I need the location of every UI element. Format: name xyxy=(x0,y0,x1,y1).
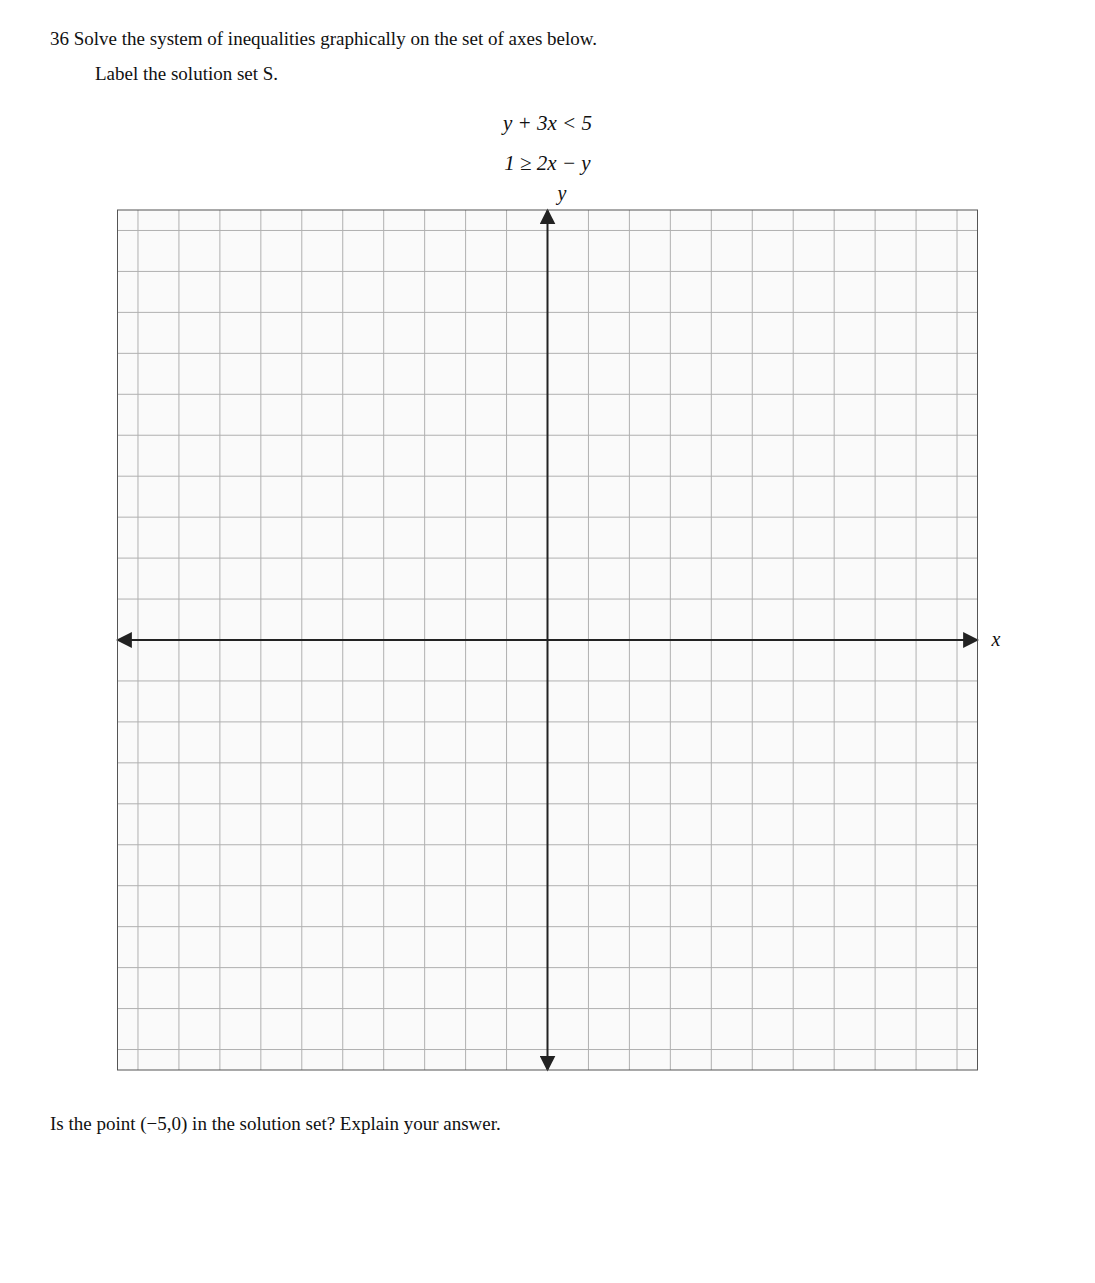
chart-container: 36 Solve the system of inequalities grap… xyxy=(0,0,1095,1283)
title: 36 Solve the system of inequalities grap… xyxy=(50,28,597,49)
grid-line-x xyxy=(547,210,548,1070)
question: Is the point (−5,0) in the solution set?… xyxy=(50,1113,501,1135)
inequality: 1 ≥ 2x − y xyxy=(504,151,591,175)
x-axis-label: x xyxy=(991,628,1001,650)
plot-frame xyxy=(118,210,978,1070)
subtitle: Label the solution set S. xyxy=(95,63,278,84)
y-axis xyxy=(547,210,549,1070)
chart: 36 Solve the system of inequalities grap… xyxy=(0,0,1095,1283)
grid-group xyxy=(118,210,978,1070)
y-axis-label: y xyxy=(556,182,567,205)
plot-background xyxy=(118,210,978,1070)
inequality: y + 3x < 5 xyxy=(501,111,592,135)
